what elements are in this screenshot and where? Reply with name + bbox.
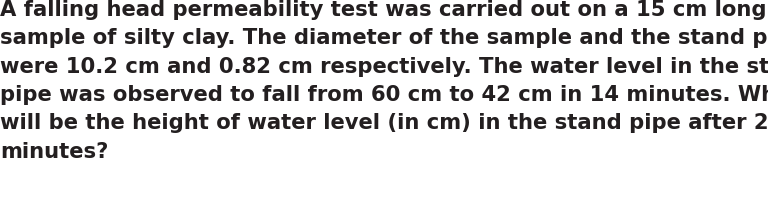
Text: A falling head permeability test was carried out on a 15 cm long
sample of silty: A falling head permeability test was car…: [0, 0, 768, 162]
